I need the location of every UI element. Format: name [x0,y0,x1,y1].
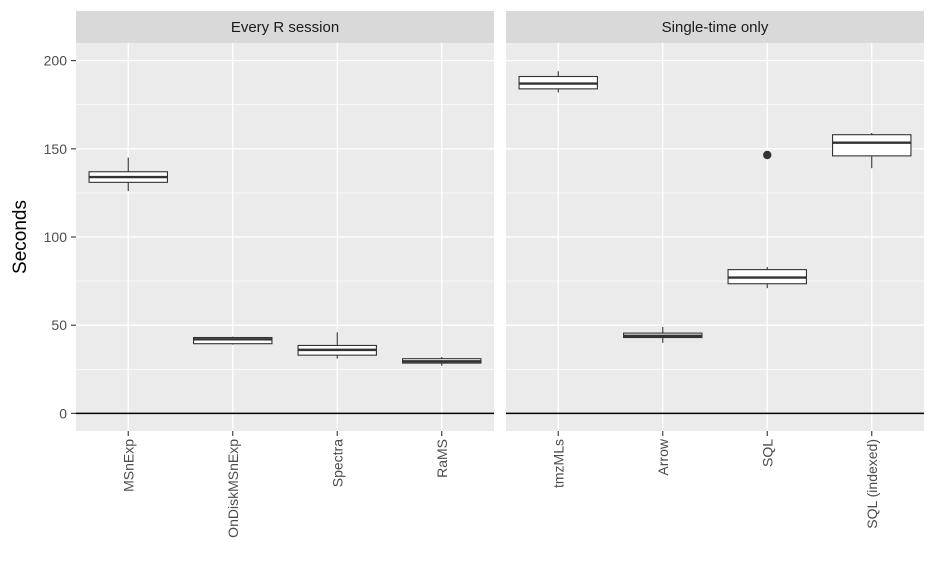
y-tick-label: 150 [44,141,68,157]
boxplot-sql-indexed [832,132,912,169]
facet-panel: Every R session MSnExp OnDiskMSnExp Spectra… [76,11,494,538]
y-axis: 0 50 100 150 200 [44,53,76,421]
x-tick-label: Arrow [655,438,671,475]
box-iqr [832,134,912,157]
x-tick-label: tmzMLs [550,439,566,488]
boxplot-rams [402,356,482,366]
x-tick-label: Spectra [329,439,345,487]
y-axis-title-group: Seconds [10,200,31,274]
outlier-point [763,150,772,160]
facet-panel: Single-time only tmzMLs Arrow SQL SQL (index… [506,11,924,529]
boxplot-sql [727,150,807,289]
boxplot-tmzmls [518,71,598,93]
x-tick-label: OnDiskMSnExp [225,439,241,538]
y-tick-label: 100 [44,229,68,245]
boxplot-spectra [297,332,377,359]
boxplot-msnexp [88,157,168,192]
y-tick-label: 0 [59,405,67,421]
boxplot-ondiskmsnexp [193,336,273,345]
facet-strip-title: Every R session [231,19,339,36]
y-tick-label: 50 [51,317,67,333]
facet-strip [76,11,494,43]
x-tick-label: SQL (indexed) [864,439,880,529]
box-iqr [193,336,273,345]
facet-panels: Every R session MSnExp OnDiskMSnExp Spectra… [76,11,924,538]
x-tick-label: MSnExp [120,439,136,492]
y-axis-title: Seconds [10,200,31,274]
facet-strip-title: Single-time only [662,19,769,36]
y-tick-label: 200 [44,53,68,69]
facet-strip [506,11,924,43]
x-tick-label: SQL [759,439,775,467]
boxplot-arrow [623,326,703,343]
x-tick-label: RaMS [434,439,450,478]
